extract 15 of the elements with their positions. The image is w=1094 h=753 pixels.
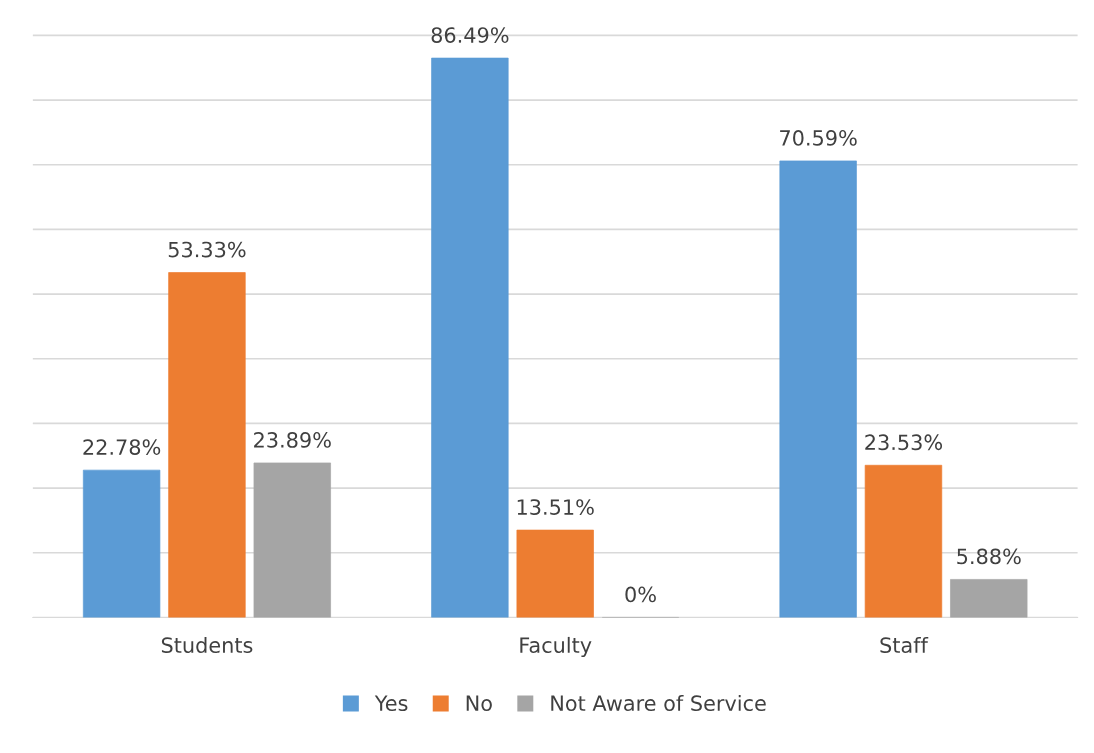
data-label: 53.33% [168,241,246,258]
data-label: 23.53% [865,434,943,451]
data-label: 70.59% [780,130,857,146]
x-tick-label: Students [161,636,253,654]
data-label: 86.49% [431,27,509,43]
data-label: 0% [625,586,656,603]
data-label: 22.78% [83,439,161,455]
data-label: 23.89% [254,432,331,448]
legend-label: Yes [374,695,408,712]
legend-label: No [466,695,492,712]
legend-label: Not Aware of Service [551,694,766,712]
x-tick-label: Faculty [520,636,592,658]
x-tick-label: Staff [880,636,929,654]
data-label: 13.51% [517,499,594,515]
data-label: 5.88% [957,548,1021,565]
